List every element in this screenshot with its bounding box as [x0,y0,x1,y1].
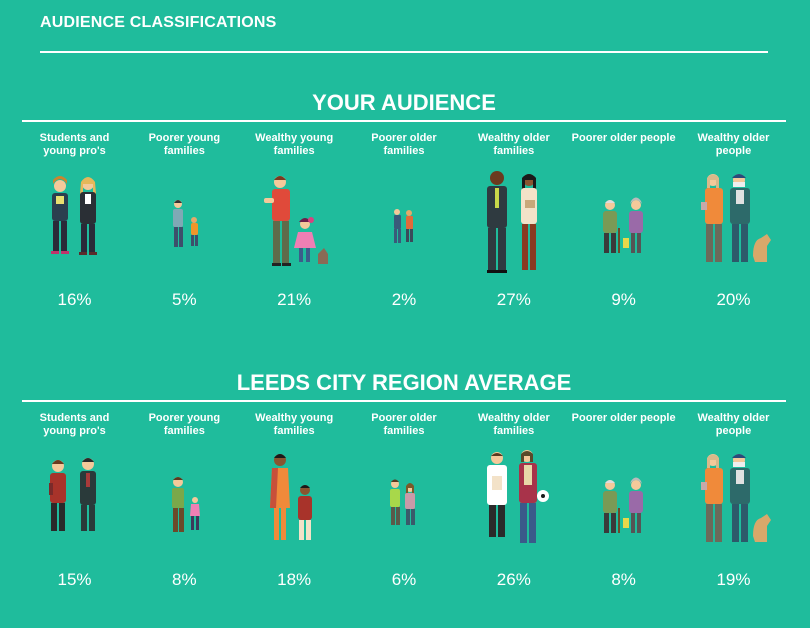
segment-label: Poorer older families [371,412,437,437]
segment-label: Poorer young families [148,132,221,157]
section-title: YOUR AUDIENCE [312,90,496,115]
segment-label: Wealthy young families [255,132,334,157]
segment-percentage: 5% [172,290,197,309]
audience-column: Wealthy young families 18% [242,412,347,590]
section-divider [22,120,786,122]
page-title: AUDIENCE CLASSIFICATIONS [40,14,277,31]
segment-percentage: 15% [57,570,92,589]
audience-column: Poorer young families 5% [132,132,237,310]
poorer-young-family-illustration [171,477,200,532]
audience-column: Poorer older people 9% [571,132,676,310]
segment-percentage: 2% [391,290,417,309]
wealthy-older-family-illustration [487,450,550,543]
segment-percentage: 8% [172,570,197,589]
segment-label: Poorer older people [571,132,676,144]
audience-column: Poorer older people 8% [571,412,676,590]
audience-column: Students and young pro's 16% [22,132,127,310]
poorer-older-family-illustration [394,209,414,243]
wealthy-older-people-illustration [700,174,771,262]
wealthy-older-people-illustration [700,454,771,542]
segment-percentage: 16% [57,290,92,309]
section-divider [22,400,786,402]
your-audience-section: YOUR AUDIENCE Students and young pro's 1… [22,88,786,310]
wealthy-young-family-illustration [263,176,328,266]
segment-label: Poorer young families [148,412,221,437]
audience-column: Students and young pro's 15% [22,412,127,590]
poorer-young-family-illustration [172,200,198,247]
audience-column: Wealthy young families 21% [242,132,347,310]
students-illustration [49,458,96,531]
segment-percentage: 27% [496,290,531,309]
segment-percentage: 18% [277,570,312,589]
segment-percentage: 8% [611,570,636,589]
segment-percentage: 9% [611,290,636,309]
wealthy-young-family-illustration [269,454,312,540]
leeds-average-section: LEEDS CITY REGION AVERAGE Students and y… [22,368,786,590]
segment-label: Wealthy older families [477,132,550,157]
segment-label: Wealthy older people [697,132,770,157]
segment-percentage: 21% [277,290,312,309]
audience-column: Poorer older families 6% [351,412,456,590]
segment-label: Poorer older families [371,132,437,157]
segment-label: Students and young pro's [39,132,110,157]
segment-percentage: 20% [716,290,751,309]
students-illustration [51,176,97,255]
audience-column: Poorer older families 2% [351,132,456,310]
segment-percentage: 26% [496,570,531,589]
segment-percentage: 6% [391,570,417,589]
audience-column: Wealthy older families 27% [461,132,566,310]
header-divider [40,51,768,53]
audience-column: Wealthy older families 26% [461,412,566,590]
segment-label: Wealthy older families [477,412,550,437]
audience-column: Wealthy older people 19% [681,412,786,590]
section-title: LEEDS CITY REGION AVERAGE [236,370,572,395]
wealthy-older-family-illustration [487,171,538,273]
segment-label: Wealthy older people [697,412,770,437]
poorer-older-people-illustration [603,197,644,253]
segment-label: Wealthy young families [255,412,334,437]
segment-label: Students and young pro's [39,412,110,437]
poorer-older-family-illustration [390,479,416,525]
segment-label: Poorer older people [571,412,676,424]
audience-column: Wealthy older people 20% [681,132,786,310]
segment-percentage: 19% [716,570,751,589]
poorer-older-people-illustration [603,477,644,533]
audience-column: Poorer young families 8% [132,412,237,590]
